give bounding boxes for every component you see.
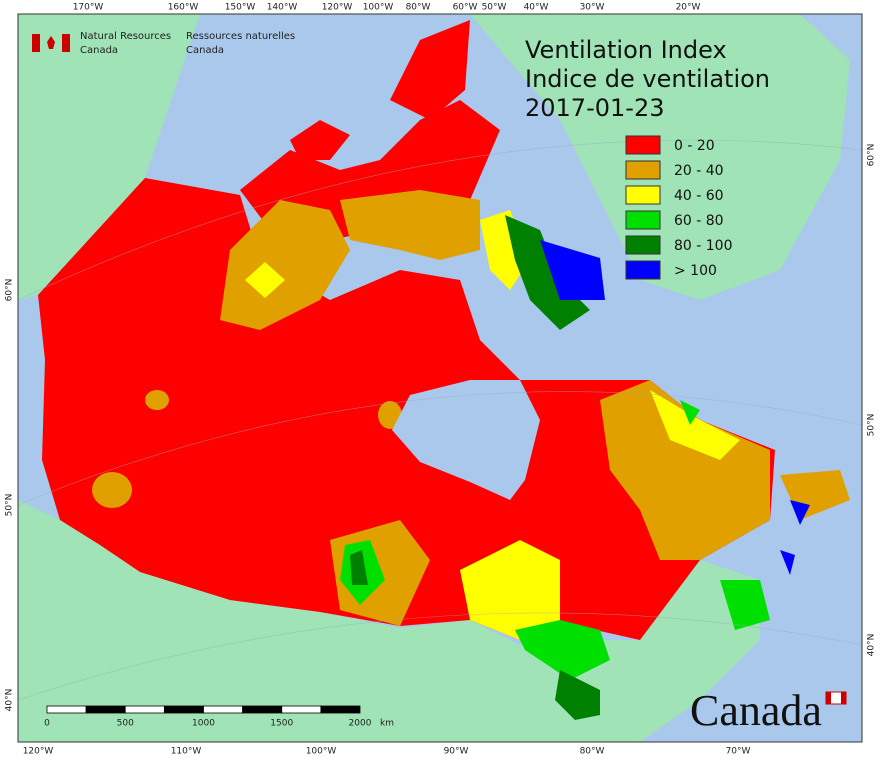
header-text: Canada xyxy=(186,45,224,56)
graticule-label: 40°W xyxy=(524,3,549,13)
region xyxy=(600,380,770,560)
graticule-label: 150°W xyxy=(225,3,256,13)
region xyxy=(680,400,700,425)
header-text: Ressources naturelles xyxy=(186,31,295,42)
wordmark-flag xyxy=(841,692,846,704)
region xyxy=(340,190,480,260)
graticule-label: 60°N xyxy=(5,279,15,302)
graticule-label: 110°W xyxy=(171,747,202,757)
legend-swatch xyxy=(625,135,661,155)
scale-segment xyxy=(46,705,87,714)
graticule-label: 120°W xyxy=(322,3,353,13)
nrcan-signature: Natural Resources Canada Ressources natu… xyxy=(32,31,295,56)
scale-unit: km xyxy=(380,719,394,729)
graticule-labels: 170°W 160°W 150°W 140°W 120°W 100°W 80°W 60°W 50… xyxy=(5,3,877,757)
graticule-label: 90°W xyxy=(444,747,469,757)
legend-label: 80 - 100 xyxy=(674,238,733,254)
graticule-label: 80°W xyxy=(580,747,605,757)
header-text: Canada xyxy=(80,45,118,56)
graticule-label: 80°W xyxy=(406,3,431,13)
region xyxy=(540,240,605,300)
legend-label: 20 - 40 xyxy=(674,163,724,179)
region xyxy=(515,620,610,680)
flag-bar xyxy=(32,34,40,52)
legend-label: 0 - 20 xyxy=(674,138,715,154)
date: 2017-01-23 xyxy=(525,94,664,122)
scale-label: 500 xyxy=(117,719,134,729)
graticule-line xyxy=(17,612,863,701)
scale-segment xyxy=(124,705,165,714)
region xyxy=(650,390,740,460)
region xyxy=(220,200,350,330)
graticule-label: 30°W xyxy=(580,3,605,13)
region xyxy=(350,550,368,585)
wordmark: Canada xyxy=(690,686,822,735)
alaska xyxy=(18,14,200,300)
region xyxy=(92,472,132,508)
graticule-label: 20°W xyxy=(676,3,701,13)
graticule-label: 140°W xyxy=(267,3,298,13)
region xyxy=(390,20,470,120)
scale-segment xyxy=(85,705,126,714)
graticule-label: 40°N xyxy=(5,689,15,712)
region xyxy=(720,580,770,630)
legend-label: 40 - 60 xyxy=(674,188,724,204)
frame xyxy=(17,13,863,743)
region xyxy=(378,401,402,429)
graticule-label: 50°W xyxy=(482,3,507,13)
region xyxy=(540,540,650,620)
legend-swatch xyxy=(625,210,661,230)
scale-segment xyxy=(242,705,283,714)
region xyxy=(780,550,795,575)
region xyxy=(505,215,590,330)
scale-segment xyxy=(163,705,204,714)
legend-swatch xyxy=(625,185,661,205)
scale-segment xyxy=(281,705,322,714)
region xyxy=(290,120,350,160)
scale-segment xyxy=(203,705,244,714)
graticule-label: 120°W xyxy=(23,747,54,757)
region xyxy=(145,390,169,410)
graticule-label: 70°W xyxy=(726,747,751,757)
graticule-label: 100°W xyxy=(363,3,394,13)
graticule-line xyxy=(17,139,863,301)
scale-bar: 0 500 1000 1500 2000 km xyxy=(44,705,394,729)
graticule-label: 60°N xyxy=(867,144,877,167)
region xyxy=(245,262,285,298)
scale-label: 1500 xyxy=(270,719,293,729)
graticule-line xyxy=(17,391,863,506)
legend-label: 60 - 80 xyxy=(674,213,724,229)
region xyxy=(460,540,560,640)
canada xyxy=(38,20,850,720)
graticule-label: 160°W xyxy=(168,3,199,13)
graticule-label: 170°W xyxy=(73,3,104,13)
header-text: Natural Resources xyxy=(80,31,171,42)
graticule xyxy=(17,139,863,701)
legend-label: > 100 xyxy=(674,263,717,279)
graticule-label: 50°N xyxy=(5,494,15,517)
graticule-label: 60°W xyxy=(453,3,478,13)
flag-leaf xyxy=(47,36,55,49)
region xyxy=(790,500,810,525)
region xyxy=(555,670,600,720)
hudson-bay xyxy=(392,380,540,500)
legend-swatch xyxy=(625,160,661,180)
scale-label: 0 xyxy=(44,719,50,729)
scale-label: 2000 xyxy=(349,719,372,729)
flag-bar xyxy=(62,34,70,52)
graticule-label: 40°N xyxy=(867,634,877,657)
scale-segment xyxy=(320,705,361,714)
greenland xyxy=(470,14,850,300)
title: Ventilation Index xyxy=(525,36,727,64)
scale-label: 1000 xyxy=(192,719,215,729)
title: Indice de ventilation xyxy=(525,65,770,93)
legend-swatch xyxy=(625,235,661,255)
graticule-label: 50°N xyxy=(867,414,877,437)
wordmark-flag xyxy=(826,692,831,704)
legend-swatch xyxy=(625,260,661,280)
legend: 0 - 20 20 - 40 40 - 60 60 - 80 80 - 100 > 100 xyxy=(625,135,733,280)
graticule-label: 100°W xyxy=(306,747,337,757)
